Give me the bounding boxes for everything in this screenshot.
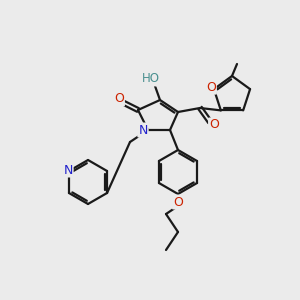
Text: O: O	[209, 118, 219, 131]
Text: O: O	[206, 81, 216, 94]
Text: N: N	[138, 124, 148, 136]
Text: O: O	[173, 196, 183, 208]
Text: O: O	[114, 92, 124, 106]
Text: N: N	[63, 164, 73, 176]
Text: HO: HO	[142, 73, 160, 85]
